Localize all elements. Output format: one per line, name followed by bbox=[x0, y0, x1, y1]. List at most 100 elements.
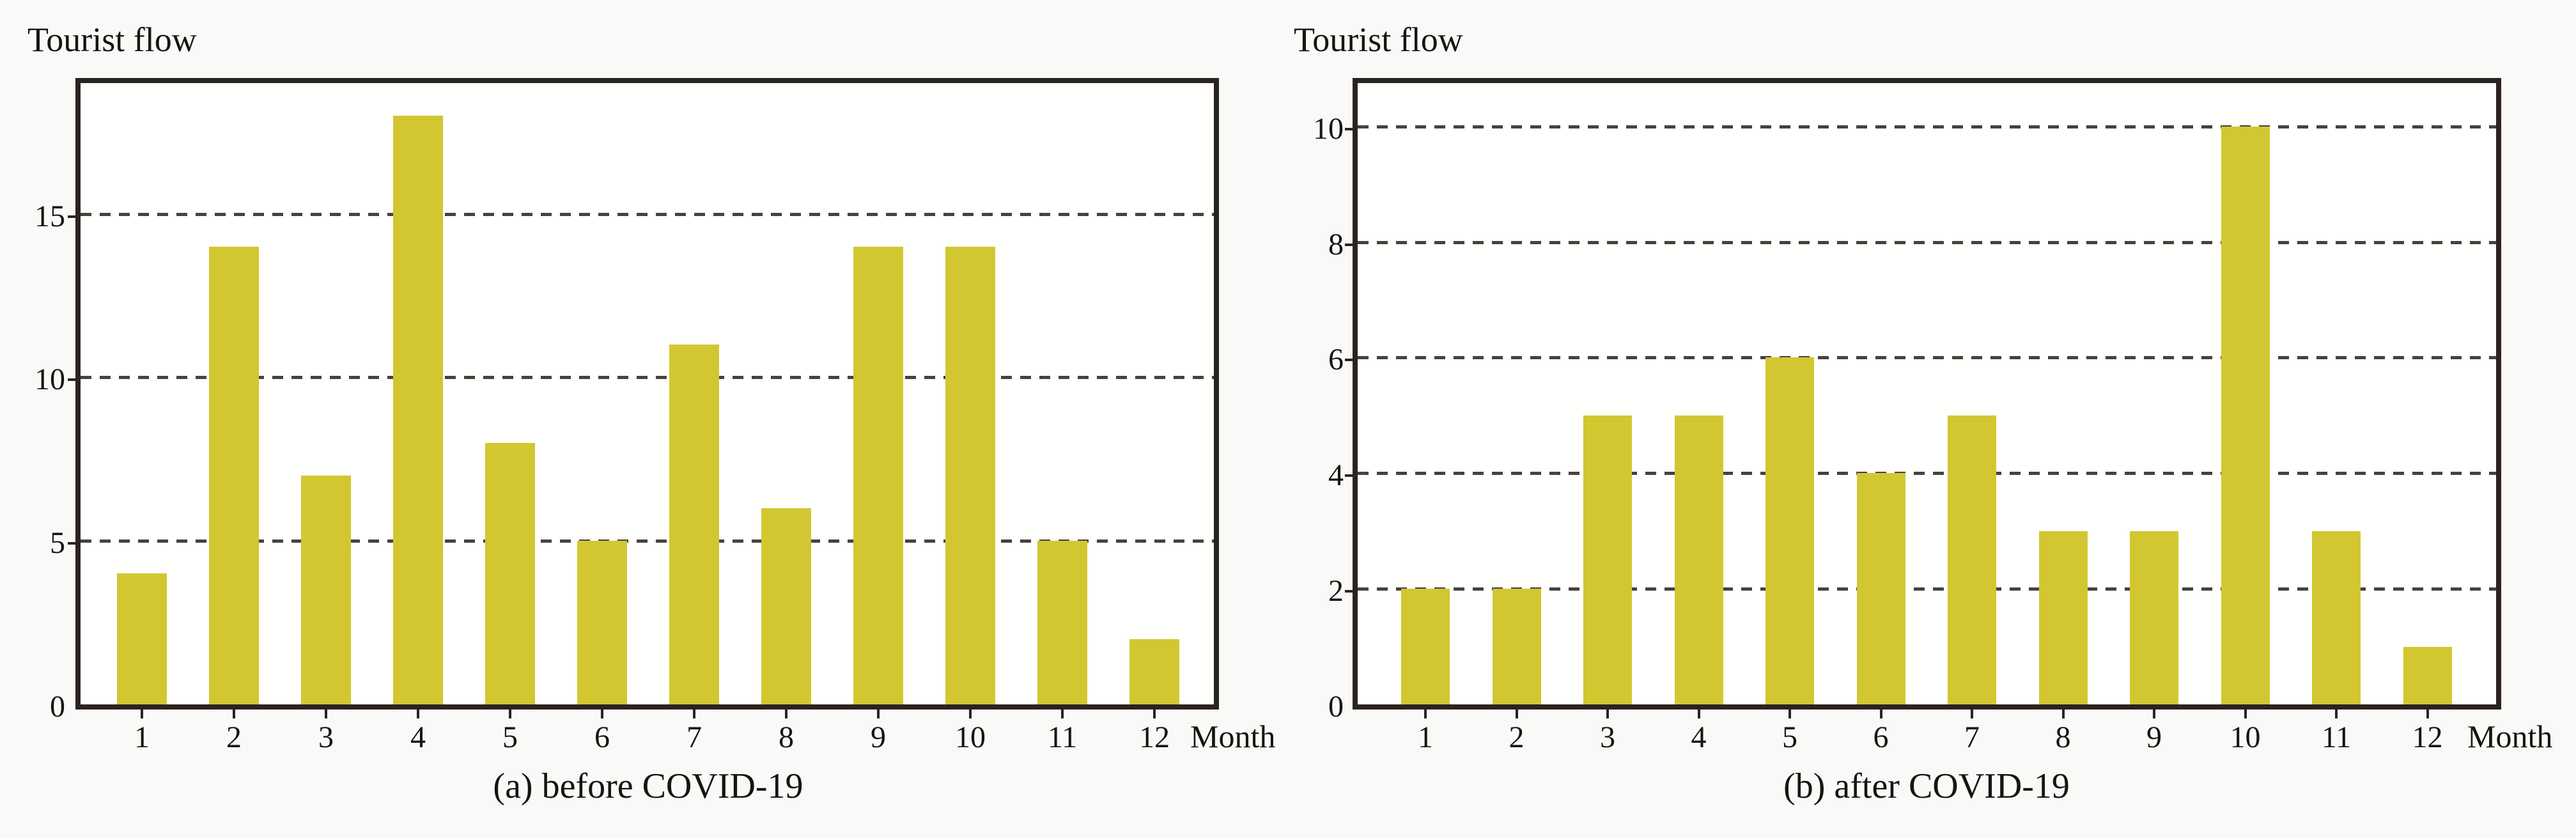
x-axis-tick-mark-month-9 bbox=[2153, 710, 2155, 718]
chart-a-caption: (a) before COVID-19 bbox=[493, 766, 803, 806]
bar-month-6 bbox=[1856, 473, 1905, 704]
bar-month-11 bbox=[1037, 541, 1087, 704]
gridline-y6 bbox=[1358, 356, 2496, 360]
bar-month-12 bbox=[1129, 639, 1179, 704]
bar-month-4 bbox=[393, 116, 443, 704]
x-axis-tick-mark-month-4 bbox=[417, 710, 419, 718]
gridline-y5 bbox=[81, 539, 1214, 543]
x-axis-tick-label-month-10: 10 bbox=[955, 720, 986, 754]
x-axis-tick-mark-month-2 bbox=[1515, 710, 1518, 718]
x-axis-tick-label-month-1: 1 bbox=[1418, 720, 1433, 754]
gridline-y15 bbox=[81, 212, 1214, 216]
x-axis-tick-mark-month-2 bbox=[233, 710, 235, 718]
bar-month-10 bbox=[945, 246, 995, 704]
x-axis-tick-label-month-8: 8 bbox=[2055, 720, 2071, 754]
chart-a-plot-area bbox=[75, 78, 1219, 710]
y-axis-tick-mark-10 bbox=[68, 378, 77, 382]
bar-month-2 bbox=[209, 246, 259, 704]
gridline-y10 bbox=[1358, 125, 2496, 128]
y-axis-tick-label-2: 2 bbox=[1328, 574, 1344, 609]
x-axis-tick-label-month-5: 5 bbox=[502, 720, 518, 754]
x-axis-tick-mark-month-6 bbox=[1879, 710, 1882, 718]
y-axis-tick-label-8: 8 bbox=[1328, 227, 1344, 261]
x-axis-tick-label-month-9: 9 bbox=[871, 720, 886, 754]
y-axis-tick-label-0: 0 bbox=[1328, 690, 1344, 724]
x-axis-tick-mark-month-9 bbox=[877, 710, 880, 718]
gridline-y4 bbox=[1358, 472, 2496, 476]
y-axis-tick-mark-2 bbox=[1345, 590, 1354, 593]
y-axis-tick-label-6: 6 bbox=[1328, 343, 1344, 377]
x-axis-tick-label-month-7: 7 bbox=[687, 720, 702, 754]
x-axis-tick-mark-month-3 bbox=[1606, 710, 1609, 718]
bar-month-9 bbox=[2130, 531, 2178, 704]
bar-month-1 bbox=[1401, 589, 1450, 704]
bar-month-5 bbox=[485, 442, 535, 704]
x-axis-tick-label-month-4: 4 bbox=[410, 720, 426, 754]
y-axis-tick-mark-8 bbox=[1345, 243, 1354, 246]
x-axis-tick-mark-month-12 bbox=[1153, 710, 1156, 718]
x-axis-tick-label-month-9: 9 bbox=[2146, 720, 2162, 754]
bar-month-9 bbox=[853, 246, 903, 704]
x-axis-tick-mark-month-10 bbox=[2244, 710, 2247, 718]
chart-b-plot-area bbox=[1353, 78, 2501, 710]
x-axis-tick-label-month-11: 11 bbox=[2321, 720, 2352, 754]
bar-month-3 bbox=[1583, 415, 1632, 704]
x-axis-tick-mark-month-3 bbox=[325, 710, 327, 718]
y-axis-tick-label-5: 5 bbox=[50, 526, 65, 561]
y-axis-tick-mark-10 bbox=[1345, 127, 1354, 130]
x-axis-tick-label-month-12: 12 bbox=[2412, 720, 2443, 754]
x-axis-tick-label-month-2: 2 bbox=[226, 720, 242, 754]
y-axis-tick-mark-5 bbox=[68, 542, 77, 545]
bar-month-10 bbox=[2221, 126, 2270, 704]
x-axis-tick-mark-month-5 bbox=[1788, 710, 1791, 718]
gridline-y2 bbox=[1358, 587, 2496, 591]
y-axis-tick-label-15: 15 bbox=[35, 199, 65, 233]
x-axis-tick-mark-month-12 bbox=[2426, 710, 2429, 718]
chart-b-caption: (b) after COVID-19 bbox=[1783, 766, 2070, 806]
x-axis-tick-label-month-6: 6 bbox=[594, 720, 610, 754]
x-axis-tick-mark-month-4 bbox=[1697, 710, 1700, 718]
x-axis-tick-label-month-6: 6 bbox=[1873, 720, 1889, 754]
bar-month-12 bbox=[2403, 646, 2452, 704]
bar-month-8 bbox=[2038, 531, 2088, 704]
x-axis-tick-mark-month-1 bbox=[141, 710, 143, 718]
x-axis-tick-label-month-10: 10 bbox=[2230, 720, 2261, 754]
x-axis-tick-mark-month-10 bbox=[969, 710, 972, 718]
bar-month-5 bbox=[1765, 357, 1814, 704]
x-axis-tick-mark-month-6 bbox=[601, 710, 603, 718]
x-axis-tick-mark-month-7 bbox=[1971, 710, 1973, 718]
x-axis-tick-label-month-11: 11 bbox=[1047, 720, 1078, 754]
bar-month-8 bbox=[761, 508, 811, 704]
x-axis-tick-label-month-4: 4 bbox=[1691, 720, 1707, 754]
chart-a-title: Tourist flow bbox=[27, 20, 197, 59]
y-axis-tick-label-10: 10 bbox=[35, 362, 65, 397]
gridline-y8 bbox=[1358, 240, 2496, 244]
x-axis-tick-mark-month-8 bbox=[785, 710, 788, 718]
y-axis-tick-mark-15 bbox=[68, 215, 77, 218]
y-axis-tick-label-0: 0 bbox=[50, 690, 65, 724]
bar-month-2 bbox=[1492, 589, 1541, 704]
x-axis-tick-mark-month-7 bbox=[693, 710, 695, 718]
bar-month-11 bbox=[2312, 531, 2361, 704]
x-axis-tick-label-month-3: 3 bbox=[318, 720, 334, 754]
bar-month-7 bbox=[1948, 415, 1996, 704]
bar-month-3 bbox=[301, 475, 351, 704]
y-axis-tick-mark-4 bbox=[1345, 474, 1354, 477]
bar-month-7 bbox=[669, 345, 719, 704]
x-axis-tick-label-month-7: 7 bbox=[1964, 720, 1980, 754]
x-axis-tick-label-month-5: 5 bbox=[1782, 720, 1797, 754]
x-axis-tick-mark-month-8 bbox=[2061, 710, 2065, 718]
x-axis-tick-mark-month-1 bbox=[1424, 710, 1427, 718]
x-axis-tick-mark-month-11 bbox=[2335, 710, 2338, 718]
bar-month-6 bbox=[577, 541, 627, 704]
gridline-y10 bbox=[81, 376, 1214, 380]
bar-month-1 bbox=[117, 573, 167, 704]
x-axis-tick-mark-month-11 bbox=[1061, 710, 1064, 718]
x-axis-unit-label: Month bbox=[1190, 718, 1276, 754]
x-axis-tick-mark-month-5 bbox=[509, 710, 511, 718]
x-axis-unit-label: Month bbox=[2467, 718, 2553, 754]
chart-b-title: Tourist flow bbox=[1294, 20, 1463, 59]
y-axis-tick-label-4: 4 bbox=[1328, 458, 1344, 493]
bar-month-4 bbox=[1674, 415, 1723, 704]
y-axis-tick-mark-6 bbox=[1345, 359, 1354, 362]
